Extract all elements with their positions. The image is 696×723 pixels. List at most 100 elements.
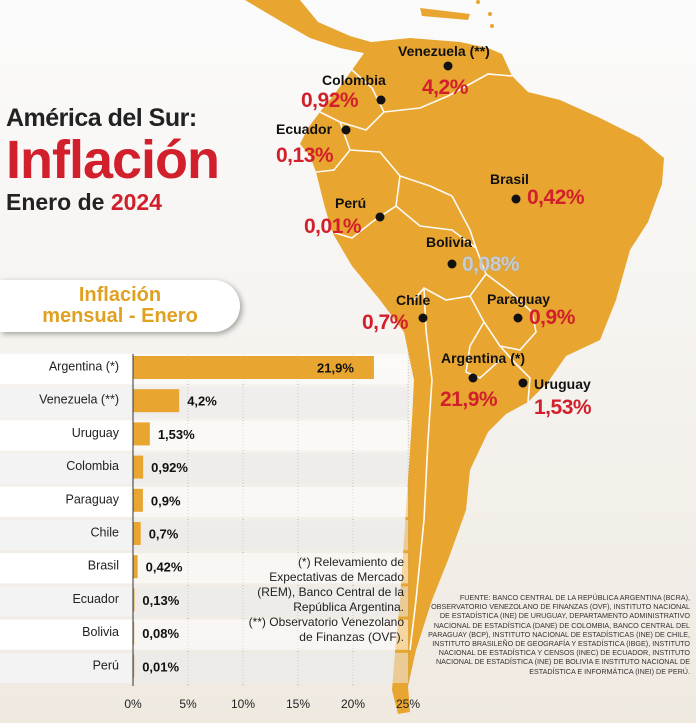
map-dot-brasil: [511, 194, 521, 204]
chart-row-bg: [0, 520, 133, 551]
source-text: FUENTE: BANCO CENTRAL DE LA REPÚBLICA AR…: [428, 593, 690, 676]
map-label-uruguay: Uruguay: [534, 376, 591, 392]
map-value-bolivia: 0,08%: [462, 253, 520, 276]
chart-value-label: 0,92%: [151, 460, 188, 475]
chart-x-tick-label: 25%: [396, 697, 420, 711]
monthly-inflation-badge: Inflación mensual - Enero: [0, 280, 240, 332]
period-prefix: Enero de: [6, 189, 105, 215]
chart-row-band: [133, 453, 408, 484]
note-argentina: (*) Relevamiento de Expectativas de Merc…: [257, 555, 404, 614]
map-value-brasil: 0,42%: [527, 186, 585, 209]
map-value-paraguay: 0,9%: [529, 306, 575, 329]
map-dot-paraguay: [513, 313, 523, 323]
chart-rows: Argentina (*) 21,9% Venezuela (**) 4,2% Urug…: [0, 354, 408, 683]
map-value-peru: 0,01%: [304, 215, 362, 238]
badge-line-2: mensual - Enero: [42, 305, 198, 327]
map-dot-bolivia: [447, 259, 457, 269]
chart-value-label: 1,53%: [158, 427, 195, 442]
chart-category-label: Venezuela (**): [39, 393, 119, 407]
map-value-argentina: 21,9%: [440, 388, 498, 411]
map-value-colombia: 0,92%: [301, 89, 359, 112]
chart-row-band: [133, 486, 408, 517]
chart-value-label: 21,9%: [317, 361, 354, 376]
chart-bar: [133, 522, 141, 545]
map-value-chile: 0,7%: [362, 311, 408, 334]
title-block: América del Sur: Inflación Enero de 2024: [6, 104, 306, 216]
map-label-chile: Chile: [396, 292, 431, 308]
chart-category-label: Bolivia: [82, 625, 119, 639]
chart-category-label: Chile: [91, 526, 120, 540]
chart-category-label: Colombia: [66, 459, 119, 473]
map-label-argentina: Argentina (*): [441, 350, 526, 366]
chart-row-bg: [0, 387, 133, 418]
map-dot-colombia: [376, 95, 386, 105]
chart-x-axis: 0% 5% 10% 15% 20% 25%: [124, 354, 420, 711]
chart-value-label: 0,42%: [146, 560, 183, 575]
map-label-bolivia: Bolivia: [426, 234, 472, 250]
chart-row-band: [133, 619, 408, 650]
map-value-uruguay: 1,53%: [534, 396, 592, 419]
chart-value-label: 0,13%: [142, 593, 179, 608]
chart-row-bg: [0, 453, 133, 484]
chart-value-label: 0,08%: [142, 626, 179, 641]
map-label-paraguay: Paraguay: [487, 291, 551, 307]
chart-bar: [133, 555, 138, 579]
chart-x-tick-label: 15%: [286, 697, 310, 711]
chart-row-band: [133, 553, 408, 584]
chart-row-bg: [0, 652, 133, 683]
main-title: Inflación: [6, 130, 220, 190]
period-title: Enero de 2024: [6, 189, 306, 216]
map-label-brasil: Brasil: [490, 171, 529, 187]
chart-row-band: [133, 420, 408, 451]
inflation-bar-chart: Argentina (*) 21,9% Venezuela (**) 4,2% Urug…: [0, 354, 420, 711]
chart-value-label: 0,01%: [142, 659, 179, 674]
chart-x-tick-label: 10%: [231, 697, 255, 711]
map-value-venezuela: 4,2%: [422, 76, 468, 99]
chart-category-label: Paraguay: [65, 492, 119, 506]
map-dot-venezuela: [443, 61, 453, 71]
central-america-shape: [245, 0, 400, 54]
map-dot-chile: [418, 313, 428, 323]
chart-row-band: [133, 586, 408, 617]
chart-row-bg: [0, 553, 133, 584]
chart-notes: (*) Relevamiento de Expectativas de Merc…: [238, 555, 404, 645]
chart-category-label: Perú: [93, 658, 119, 672]
map-label-peru: Perú: [335, 195, 367, 211]
chart-value-label: 4,2%: [187, 394, 217, 409]
map-label-ecuador: Ecuador: [276, 121, 333, 137]
chart-x-tick-label: 20%: [341, 697, 365, 711]
chart-bar: [133, 488, 143, 512]
chart-row-bg: [0, 586, 133, 617]
chart-bar: [133, 356, 374, 379]
map-dot-peru: [375, 212, 385, 222]
chart-category-label: Argentina (*): [49, 360, 119, 374]
period-year: 2024: [110, 189, 162, 215]
badge-line-1: Inflación: [78, 284, 162, 306]
map-dot-ecuador: [341, 125, 351, 135]
chart-row-band: [133, 652, 408, 683]
map-label-venezuela: Venezuela (**): [398, 43, 490, 59]
chart-row-bg: [0, 354, 133, 385]
map-dot-uruguay: [518, 378, 528, 388]
map-dot-argentina: [468, 373, 478, 383]
chart-bar: [133, 422, 150, 446]
chart-bar: [133, 654, 135, 678]
country-borders: [315, 69, 537, 651]
chart-category-label: Brasil: [88, 559, 119, 573]
chart-value-label: 0,7%: [149, 527, 179, 542]
chart-category-label: Ecuador: [72, 592, 119, 606]
map-value-ecuador: 0,13%: [276, 144, 334, 167]
chart-x-tick-label: 0%: [124, 697, 142, 711]
chart-value-label: 0,9%: [151, 493, 181, 508]
chart-bar: [133, 389, 180, 413]
chart-row-bg: [0, 486, 133, 517]
chart-row-bg: [0, 619, 133, 650]
chart-x-tick-label: 5%: [179, 697, 197, 711]
chart-bar: [133, 621, 135, 645]
chart-bar: [133, 588, 135, 612]
chart-row-band: [133, 520, 408, 551]
note-venezuela: (**) Observatorio Venezolano de Finanzas…: [248, 615, 404, 644]
